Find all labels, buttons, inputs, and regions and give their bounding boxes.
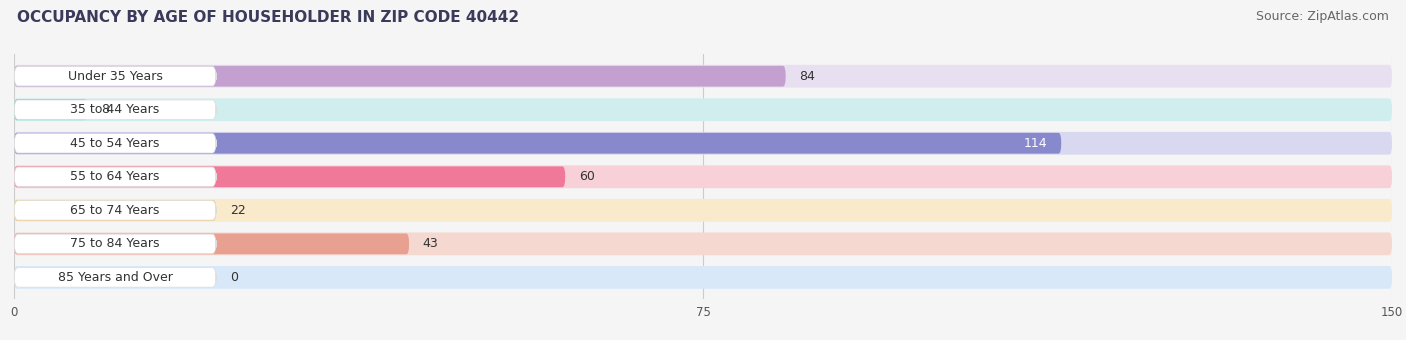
FancyBboxPatch shape [14, 165, 1392, 188]
FancyBboxPatch shape [14, 234, 217, 254]
FancyBboxPatch shape [14, 201, 217, 220]
Text: 55 to 64 Years: 55 to 64 Years [70, 170, 160, 183]
FancyBboxPatch shape [14, 200, 217, 221]
FancyBboxPatch shape [14, 100, 217, 119]
FancyBboxPatch shape [14, 133, 1062, 154]
Text: Source: ZipAtlas.com: Source: ZipAtlas.com [1256, 10, 1389, 23]
Text: 43: 43 [423, 237, 439, 250]
Text: 0: 0 [231, 271, 238, 284]
Text: 84: 84 [800, 70, 815, 83]
FancyBboxPatch shape [14, 67, 217, 86]
FancyBboxPatch shape [14, 166, 565, 187]
Text: 22: 22 [231, 204, 246, 217]
Text: Under 35 Years: Under 35 Years [67, 70, 163, 83]
Text: 35 to 44 Years: 35 to 44 Years [70, 103, 160, 116]
FancyBboxPatch shape [14, 268, 217, 287]
FancyBboxPatch shape [14, 98, 1392, 121]
FancyBboxPatch shape [14, 266, 1392, 289]
FancyBboxPatch shape [14, 99, 87, 120]
Text: 114: 114 [1024, 137, 1047, 150]
FancyBboxPatch shape [14, 233, 1392, 255]
FancyBboxPatch shape [14, 199, 1392, 222]
Text: OCCUPANCY BY AGE OF HOUSEHOLDER IN ZIP CODE 40442: OCCUPANCY BY AGE OF HOUSEHOLDER IN ZIP C… [17, 10, 519, 25]
Text: 60: 60 [579, 170, 595, 183]
FancyBboxPatch shape [14, 134, 217, 153]
Text: 8: 8 [101, 103, 110, 116]
Text: 85 Years and Over: 85 Years and Over [58, 271, 173, 284]
FancyBboxPatch shape [14, 132, 1392, 155]
FancyBboxPatch shape [14, 65, 1392, 88]
FancyBboxPatch shape [14, 234, 409, 254]
FancyBboxPatch shape [14, 66, 786, 87]
Text: 45 to 54 Years: 45 to 54 Years [70, 137, 160, 150]
Text: 65 to 74 Years: 65 to 74 Years [70, 204, 160, 217]
Text: 75 to 84 Years: 75 to 84 Years [70, 237, 160, 250]
FancyBboxPatch shape [14, 167, 217, 187]
